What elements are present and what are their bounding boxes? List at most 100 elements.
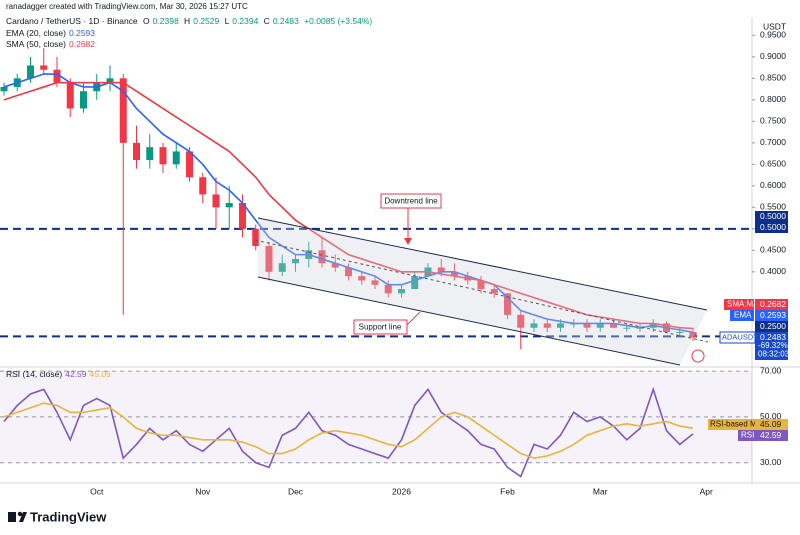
y-tick-label: 0.8500 bbox=[760, 73, 786, 83]
legend-value: 45.09 bbox=[89, 369, 111, 379]
annotation-arrow bbox=[406, 311, 421, 326]
rsi-badge-value: 42.59 bbox=[760, 430, 782, 440]
rsi-legend: RSI (14, close) 42.59 45.09 bbox=[6, 369, 114, 379]
candle-body bbox=[437, 267, 445, 272]
price-badge bbox=[755, 332, 788, 360]
symbol-line: Cardano / TetherUS · 1D · Binance O 0.239… bbox=[6, 16, 375, 26]
x-tick-label: Feb bbox=[500, 486, 515, 496]
logo-text: TradingView bbox=[30, 509, 107, 524]
candle-body bbox=[504, 293, 511, 315]
logo-mark bbox=[19, 512, 27, 522]
candle-body bbox=[583, 323, 591, 328]
sma-badge-value: 0.2682 bbox=[760, 299, 786, 309]
y-tick-label: 0.7500 bbox=[760, 116, 786, 126]
ema-badge bbox=[755, 310, 788, 321]
ohlc-label: C bbox=[263, 16, 270, 26]
channel-fill bbox=[258, 218, 707, 365]
candle-body bbox=[384, 284, 392, 294]
series-line bbox=[3, 73, 694, 334]
x-tick-label: Dec bbox=[288, 486, 304, 496]
logo-mark bbox=[8, 512, 16, 522]
candle-body bbox=[199, 177, 207, 195]
candle-body bbox=[80, 91, 87, 109]
candle-body bbox=[133, 142, 140, 161]
level-badge bbox=[755, 321, 788, 332]
sma-badge-label: SMA:MA bbox=[727, 300, 759, 309]
legend-value: 0.2682 bbox=[69, 39, 95, 49]
candle-body bbox=[398, 289, 405, 294]
y-tick-label: 0.5500 bbox=[760, 202, 786, 212]
candle-body bbox=[0, 86, 8, 92]
annotation: Support line bbox=[359, 323, 402, 332]
logo-mark bbox=[17, 511, 23, 517]
symbol-badge-label: ADAUSDT bbox=[722, 332, 758, 341]
price-badge-countdown: 08:32:03 bbox=[758, 350, 790, 359]
unit: USDT bbox=[763, 21, 786, 31]
ohlc-value: 0.2398 bbox=[152, 16, 179, 26]
ema-badge-label: EMA bbox=[734, 311, 752, 320]
rsi-badge bbox=[755, 430, 788, 441]
annotation-arrowhead bbox=[404, 238, 412, 245]
series-line bbox=[3, 386, 694, 478]
candle-body bbox=[318, 250, 326, 264]
channel-mid bbox=[254, 239, 709, 343]
y-tick-label: 50.00 bbox=[760, 411, 782, 421]
y-tick-label: 0.6000 bbox=[760, 180, 786, 190]
candle-body bbox=[530, 323, 538, 328]
level-badge bbox=[755, 222, 788, 233]
y-tick-label: 0.6500 bbox=[760, 159, 786, 169]
candle-body bbox=[477, 280, 485, 290]
candle-body bbox=[596, 323, 604, 328]
series-line bbox=[3, 402, 694, 459]
candle-body bbox=[676, 332, 684, 334]
channel-upper bbox=[257, 217, 708, 311]
rsi-badge bbox=[738, 430, 755, 441]
ohlc-label: L bbox=[224, 16, 230, 26]
legend-name: EMA (20, close) bbox=[6, 28, 66, 38]
x-tick-label: Mar bbox=[593, 486, 608, 496]
legend-name: SMA (50, close) bbox=[6, 39, 66, 49]
series-line bbox=[3, 81, 694, 330]
y-tick-label: 0.7000 bbox=[760, 137, 786, 147]
y-tick-label: 70.00 bbox=[760, 365, 782, 375]
attribution-text: ranadagger created with TradingView.com,… bbox=[6, 2, 248, 11]
candle-body bbox=[252, 228, 260, 247]
level-badge-label: 0.5000 bbox=[760, 222, 786, 232]
legend-value: 0.2593 bbox=[69, 28, 95, 38]
rsi-ma-badge-label: RSI-based MA bbox=[710, 420, 763, 429]
legend-name: RSI (14, close) bbox=[6, 369, 63, 379]
background bbox=[0, 18, 800, 484]
candle-body bbox=[40, 65, 48, 70]
price-badge-change: -69.32% bbox=[758, 341, 788, 350]
candle-body bbox=[557, 323, 564, 328]
y-tick-label: 0.8000 bbox=[760, 94, 786, 104]
candle-body bbox=[66, 82, 74, 109]
ema-legend: EMA (20, close) 0.2593 bbox=[6, 28, 98, 38]
y-tick-label: 0.9000 bbox=[760, 51, 786, 61]
rsi-ma-badge bbox=[755, 419, 788, 430]
candle-body bbox=[106, 78, 114, 83]
candle-body bbox=[331, 263, 339, 268]
candle-body bbox=[53, 69, 61, 83]
candle-body bbox=[517, 314, 525, 328]
ohlc-value: 0.2529 bbox=[193, 16, 220, 26]
rsi-badge-label: RSI bbox=[741, 431, 754, 440]
level-badge bbox=[755, 211, 788, 222]
candle-body bbox=[278, 263, 286, 272]
candle-body bbox=[146, 147, 154, 161]
annotation-box bbox=[353, 319, 408, 335]
candle-body bbox=[119, 78, 127, 143]
candle-body bbox=[292, 258, 299, 264]
level-badge-label: 0.5000 bbox=[760, 211, 786, 221]
ema-badge bbox=[730, 310, 754, 321]
candle-body bbox=[490, 289, 498, 294]
candle-body bbox=[225, 203, 233, 208]
candle-body bbox=[212, 194, 220, 208]
x-tick-label: Apr bbox=[700, 486, 713, 496]
candle-body bbox=[689, 332, 697, 338]
y-tick-label: 0.4500 bbox=[760, 245, 786, 255]
alert-icon[interactable] bbox=[691, 349, 705, 363]
ohlc-value: 0.2394 bbox=[232, 16, 259, 26]
ohlc-label: O bbox=[143, 16, 150, 26]
